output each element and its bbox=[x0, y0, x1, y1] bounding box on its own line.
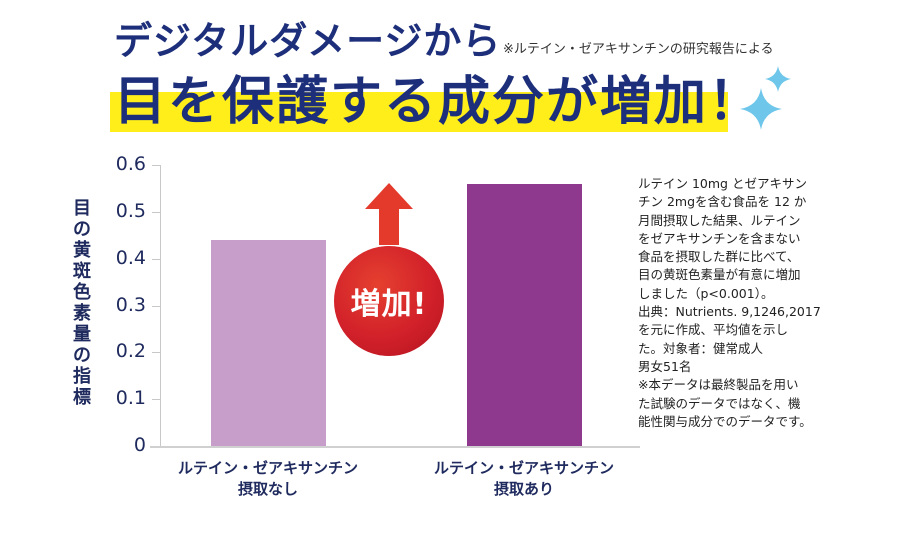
description-line: 出典：Nutrients. 9,1246,2017 bbox=[638, 304, 821, 320]
y-tick-label: 0.1 bbox=[115, 387, 146, 409]
x-label-line: 摂取なし bbox=[237, 480, 298, 498]
x-label-line: 摂取あり bbox=[493, 480, 554, 498]
increase-badge-label: 増加! bbox=[350, 287, 428, 322]
headline-highlight bbox=[110, 92, 728, 132]
description-line: 能性関与成分でのデータです。 bbox=[638, 413, 812, 429]
description-line: た試験のデータではなく、機 bbox=[638, 395, 801, 411]
y-tick-label: 0 bbox=[133, 434, 146, 456]
increase-badge: 増加! bbox=[334, 246, 444, 356]
study-description: ルテイン 10mg とゼアキサン チン 2mgを含む食品を 12 か 月間摂取し… bbox=[638, 175, 843, 431]
description-line: 目の黄斑色素量が有意に増加 bbox=[638, 267, 801, 283]
description-line: しました（p<0.001）。 bbox=[638, 285, 774, 301]
y-tick bbox=[152, 399, 160, 400]
x-label-without-intake: ルテイン・ゼアキサンチン 摂取なし bbox=[158, 458, 378, 500]
up-arrow-icon bbox=[365, 183, 413, 245]
description-line: を元に作成、平均値を示し bbox=[638, 322, 789, 338]
description-line: た。対象者：健常成人 bbox=[638, 340, 764, 356]
y-tick-label: 0.4 bbox=[115, 247, 146, 269]
y-tick bbox=[152, 165, 160, 166]
y-tick bbox=[152, 306, 160, 307]
description-line: ルテイン 10mg とゼアキサン bbox=[638, 176, 807, 191]
bar-without-intake bbox=[211, 240, 326, 446]
y-tick bbox=[152, 212, 160, 213]
y-tick-label: 0.3 bbox=[115, 294, 146, 316]
description-line: 男女51名 bbox=[638, 358, 692, 374]
research-note: ※ルテイン・ゼアキサンチンの研究報告による bbox=[503, 42, 774, 57]
sparkle-icon bbox=[740, 88, 782, 130]
x-label-with-intake: ルテイン・ゼアキサンチン 摂取あり bbox=[414, 458, 634, 500]
headline-top: デジタルダメージから bbox=[114, 19, 502, 63]
y-axis-line bbox=[160, 165, 161, 446]
x-label-line: ルテイン・ゼアキサンチン bbox=[177, 459, 358, 477]
y-tick-label: 0.5 bbox=[115, 200, 146, 222]
y-axis-label: 目の黄斑色素量の指標 bbox=[73, 198, 91, 408]
y-tick-label: 0.6 bbox=[115, 153, 146, 175]
description-line: チン 2mgを含む食品を 12 か bbox=[638, 194, 807, 210]
description-line: ※本データは最終製品を用い bbox=[638, 377, 799, 393]
description-line: 食品を摂取した群に比べて、 bbox=[638, 249, 800, 265]
description-line: 月間摂取した結果、ルテイン bbox=[638, 212, 801, 228]
headline-main: 目を保護する成分が増加！ bbox=[114, 72, 763, 132]
y-tick-label: 0.2 bbox=[115, 340, 146, 362]
bar-with-intake bbox=[467, 184, 582, 446]
x-label-line: ルテイン・ゼアキサンチン bbox=[433, 459, 614, 477]
y-tick bbox=[152, 259, 160, 260]
x-axis-line bbox=[150, 446, 640, 448]
sparkle-icon bbox=[765, 66, 791, 92]
description-line: をゼアキサンチンを含まない bbox=[638, 230, 801, 246]
y-tick bbox=[152, 352, 160, 353]
